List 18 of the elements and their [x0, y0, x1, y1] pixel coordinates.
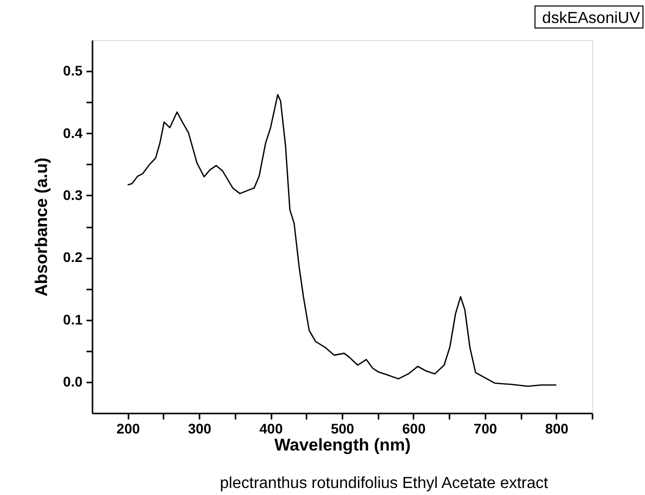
line-series [127, 94, 557, 387]
x-tick-label: 600 [402, 420, 426, 436]
x-axis-title: Wavelength (nm) [274, 436, 411, 454]
y-tick-label: 0.3 [63, 186, 83, 203]
x-tick-label: 400 [259, 420, 283, 436]
x-tick-label: 300 [188, 420, 212, 436]
text: dskEAsoniUV [542, 10, 640, 27]
text: plectranthus rotundifolius Ethyl Acetate extract [220, 475, 549, 492]
y-tick-label: 0.4 [63, 124, 83, 141]
x-tick-label: 500 [330, 420, 354, 436]
y-tick-label: 0.1 [63, 311, 83, 328]
x-tick-label: 700 [474, 420, 498, 436]
x-tick-label: 200 [116, 420, 140, 436]
y-tick-label: 0.5 [63, 62, 83, 79]
y-axis-title: Absorbance (a.u) [32, 158, 52, 296]
x-tick-label: 800 [545, 420, 569, 436]
y-tick-label: 0.2 [63, 249, 83, 266]
y-tick-label: 0.0 [63, 373, 83, 390]
